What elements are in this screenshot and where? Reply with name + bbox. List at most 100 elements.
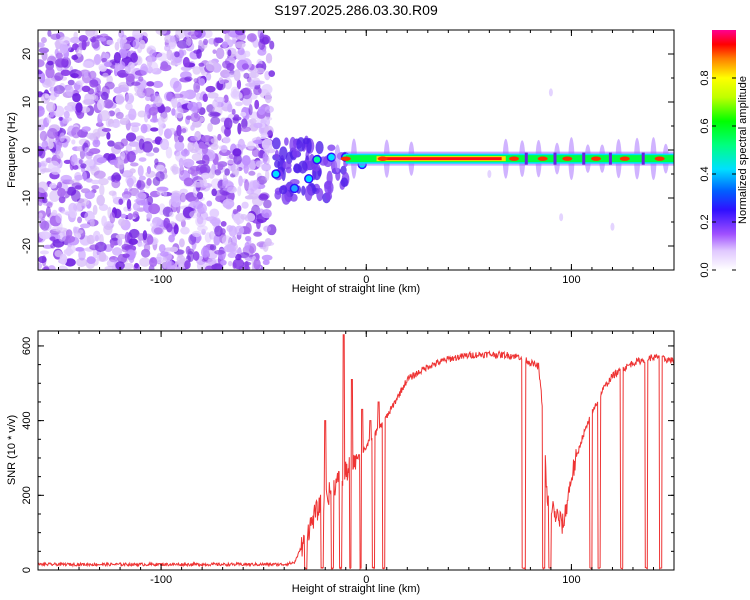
noise-blob bbox=[217, 163, 224, 171]
noise-blob bbox=[47, 265, 56, 270]
noise-blob bbox=[204, 265, 215, 270]
noise-blob bbox=[102, 72, 109, 79]
noise-blob bbox=[191, 153, 203, 162]
noise-blob bbox=[163, 106, 172, 113]
noise-blob bbox=[201, 144, 208, 155]
noise-blob bbox=[65, 246, 72, 257]
noise-blob bbox=[209, 244, 217, 251]
noise-blob bbox=[55, 52, 64, 60]
transition-blob bbox=[279, 146, 288, 161]
noise-blob bbox=[102, 99, 114, 109]
noise-blob bbox=[230, 91, 243, 100]
noise-blob bbox=[39, 231, 51, 240]
noise-blob bbox=[171, 93, 184, 99]
noise-blob bbox=[58, 195, 66, 204]
noise-blob bbox=[190, 112, 201, 123]
noise-blob bbox=[240, 213, 248, 220]
signal-gap bbox=[641, 152, 645, 165]
noise-blob bbox=[263, 225, 272, 232]
noise-blob bbox=[109, 122, 121, 128]
noise-blob bbox=[98, 251, 107, 262]
noise-blob bbox=[104, 81, 115, 90]
noise-blob bbox=[232, 148, 242, 157]
noise-blob bbox=[160, 138, 170, 151]
noise-blob bbox=[200, 246, 210, 258]
noise-blob bbox=[233, 114, 240, 119]
noise-blob bbox=[240, 126, 252, 133]
spike-smear bbox=[334, 144, 341, 173]
noise-blob bbox=[200, 172, 211, 180]
noise-blob bbox=[47, 30, 52, 37]
y-tick-label: 200 bbox=[21, 486, 33, 504]
noise-blob bbox=[213, 37, 219, 47]
noise-blob bbox=[70, 189, 81, 202]
noise-blob bbox=[205, 72, 212, 81]
y-tick-label: 20 bbox=[21, 48, 33, 60]
noise-blob bbox=[152, 147, 160, 153]
noise-blob bbox=[214, 96, 226, 103]
noise-blob bbox=[71, 126, 82, 139]
noise-blob bbox=[210, 116, 221, 125]
noise-blob bbox=[115, 261, 125, 270]
noise-blob bbox=[211, 188, 217, 197]
noise-blob bbox=[106, 259, 117, 268]
noise-blob bbox=[192, 146, 201, 151]
signal-hotspot bbox=[654, 156, 665, 161]
noise-blob bbox=[182, 158, 195, 168]
noise-blob bbox=[184, 76, 193, 82]
noise-blob bbox=[203, 182, 208, 187]
noise-blob bbox=[198, 78, 206, 86]
transition-blob bbox=[274, 149, 279, 159]
colorbar-tick-label: 0.6 bbox=[699, 118, 711, 133]
noise-blob bbox=[220, 259, 227, 266]
noise-blob bbox=[91, 38, 100, 49]
noise-blob bbox=[81, 39, 87, 51]
noise-blob bbox=[249, 118, 257, 125]
colorbar-tick-label: 0.4 bbox=[699, 166, 711, 181]
noise-blob bbox=[237, 186, 242, 197]
noise-blob bbox=[129, 168, 136, 174]
noise-blob bbox=[253, 86, 262, 96]
noise-blob bbox=[243, 50, 251, 58]
noise-blob bbox=[38, 198, 43, 207]
noise-blob bbox=[240, 111, 247, 117]
noise-blob bbox=[49, 236, 56, 241]
noise-blob bbox=[179, 192, 187, 203]
noise-blob bbox=[231, 235, 238, 247]
noise-blob bbox=[155, 164, 165, 173]
noise-blob bbox=[127, 212, 133, 220]
noise-blob bbox=[189, 210, 201, 219]
noise-blob bbox=[156, 252, 162, 263]
noise-blob bbox=[106, 75, 113, 84]
noise-blob bbox=[71, 54, 79, 61]
noise-blob bbox=[58, 116, 63, 121]
noise-blob bbox=[45, 67, 55, 79]
noise-blob bbox=[64, 258, 76, 267]
signal-hotspot bbox=[537, 156, 548, 161]
noise-blob bbox=[53, 90, 60, 98]
signal-gap bbox=[608, 152, 612, 165]
noise-blob bbox=[72, 43, 79, 51]
noise-blob bbox=[71, 139, 76, 145]
noise-blob bbox=[155, 171, 165, 182]
noise-blob bbox=[96, 194, 105, 206]
noise-blob bbox=[169, 35, 176, 43]
noise-blob bbox=[128, 108, 137, 121]
noise-blob bbox=[196, 225, 208, 232]
noise-blob bbox=[93, 170, 106, 179]
noise-blob bbox=[57, 265, 69, 270]
noise-blob bbox=[166, 223, 173, 233]
noise-blob bbox=[148, 203, 161, 215]
noise-blob bbox=[190, 200, 197, 207]
stray-blob bbox=[487, 170, 492, 178]
noise-blob bbox=[252, 160, 265, 165]
noise-blob bbox=[65, 84, 74, 97]
noise-blob bbox=[40, 190, 48, 200]
noise-blob bbox=[254, 67, 265, 74]
signal-hotspot bbox=[591, 156, 602, 161]
noise-blob bbox=[248, 181, 259, 191]
colorbar-tick-label: 0.0 bbox=[699, 262, 711, 277]
noise-blob bbox=[118, 87, 129, 93]
noise-blob bbox=[56, 150, 64, 159]
